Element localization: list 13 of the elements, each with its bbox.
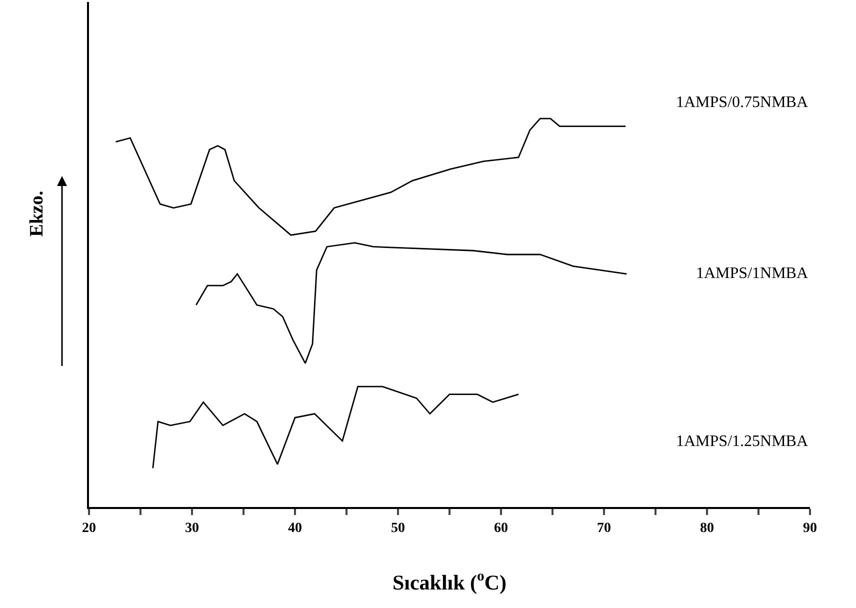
- x-tick-label: 50: [391, 520, 405, 536]
- text: 1AMPS/0.75NMBA: [676, 94, 808, 111]
- x-axis-title: Sıcaklık ($^{o}$C): [392, 568, 507, 594]
- text: 1AMPS/1NMBA: [696, 265, 808, 282]
- x-tick-label: 20: [82, 520, 96, 536]
- x-tick-label: 70: [597, 520, 611, 536]
- x-tick-label: 90: [803, 520, 817, 536]
- y-axis-title: Ekzo.: [26, 190, 48, 237]
- x-tick-label: 80: [700, 520, 714, 536]
- x-tick-label: 40: [288, 520, 302, 536]
- x-tick-label: 30: [185, 520, 199, 536]
- text: 1AMPS/1.25NMBA: [676, 433, 808, 450]
- x-tick-label: 60: [494, 520, 508, 536]
